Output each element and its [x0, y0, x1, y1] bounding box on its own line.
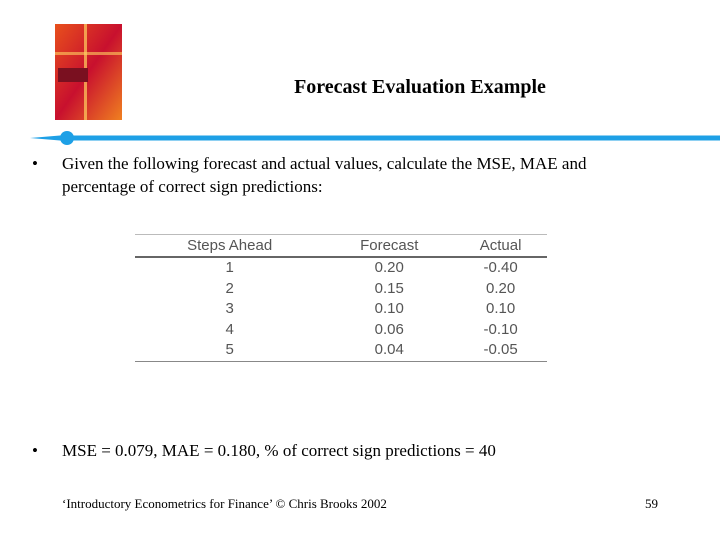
bullet-text: Given the following forecast and actual … — [62, 154, 587, 196]
table-cell: 1 — [225, 259, 234, 277]
table-cell: 0.04 — [374, 341, 404, 359]
table-cell: -0.40 — [483, 259, 518, 277]
rule-dot — [60, 131, 74, 145]
bullet: • Given the following forecast and actual… — [32, 152, 592, 198]
table-row: 3 0.10 0.10 — [135, 299, 547, 320]
table-cell: 0.15 — [374, 279, 404, 297]
table-cell: -0.05 — [483, 341, 518, 359]
header-row: Steps Ahead Forecast Actual — [135, 234, 547, 258]
table-cell: 0.20 — [485, 279, 516, 297]
decoration — [30, 24, 720, 145]
table-row: 5 0.04 -0.05 — [135, 340, 547, 361]
bullet: • MSE = 0.079, MAE = 0.180, % of correct … — [32, 441, 496, 460]
column-header: Actual — [454, 234, 547, 258]
table-cell: 3 — [225, 300, 234, 318]
column-header: Steps Ahead — [135, 234, 325, 258]
table-cell: 2 — [225, 279, 234, 297]
table-row: 1 0.20 -0.40 — [135, 257, 547, 279]
rule-line — [30, 135, 720, 141]
bullet-text: MSE = 0.079, MAE = 0.180, % of correct s… — [62, 441, 496, 460]
table-cell: 0.20 — [374, 259, 404, 277]
data-table: Steps Ahead Forecast Actual 1 0.20 -0.40 2 0.1… — [135, 234, 547, 362]
column-header: Forecast — [324, 234, 455, 258]
table-row: 2 0.15 0.20 — [135, 279, 547, 300]
table-cell: -0.10 — [483, 320, 518, 338]
cover-stripe — [55, 52, 122, 55]
cover-panel — [58, 68, 88, 82]
table-cell: 5 — [225, 341, 234, 359]
table-cell: 0.06 — [374, 320, 404, 338]
slide-title: Forecast Evaluation Example — [294, 76, 546, 98]
table-row: 4 0.06 -0.10 — [135, 320, 547, 341]
footer-citation: ‘Introductory Econometrics for Finance’ … — [62, 496, 387, 511]
table-cell: 4 — [225, 320, 234, 338]
table-cell: 0.10 — [485, 300, 516, 318]
page-number: 59 — [645, 496, 658, 511]
table-cell: 0.10 — [374, 300, 404, 318]
